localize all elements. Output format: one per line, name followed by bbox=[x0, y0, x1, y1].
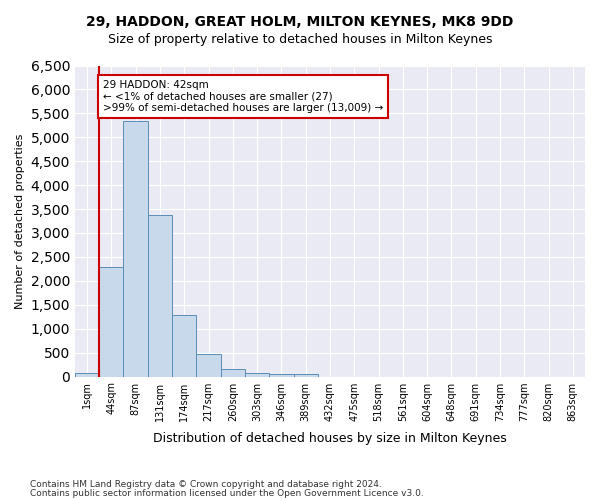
Bar bbox=[245, 372, 269, 376]
Bar bbox=[99, 268, 124, 376]
Bar bbox=[148, 216, 172, 376]
Bar bbox=[293, 374, 318, 376]
Bar bbox=[75, 373, 99, 376]
Bar bbox=[172, 315, 196, 376]
X-axis label: Distribution of detached houses by size in Milton Keynes: Distribution of detached houses by size … bbox=[153, 432, 507, 445]
Text: 29 HADDON: 42sqm
← <1% of detached houses are smaller (27)
>99% of semi-detached: 29 HADDON: 42sqm ← <1% of detached house… bbox=[103, 80, 383, 113]
Text: Contains HM Land Registry data © Crown copyright and database right 2024.: Contains HM Land Registry data © Crown c… bbox=[30, 480, 382, 489]
Bar bbox=[221, 368, 245, 376]
Text: Contains public sector information licensed under the Open Government Licence v3: Contains public sector information licen… bbox=[30, 488, 424, 498]
Bar bbox=[196, 354, 221, 376]
Text: 29, HADDON, GREAT HOLM, MILTON KEYNES, MK8 9DD: 29, HADDON, GREAT HOLM, MILTON KEYNES, M… bbox=[86, 15, 514, 29]
Text: Size of property relative to detached houses in Milton Keynes: Size of property relative to detached ho… bbox=[108, 32, 492, 46]
Y-axis label: Number of detached properties: Number of detached properties bbox=[15, 134, 25, 308]
Bar bbox=[124, 120, 148, 376]
Bar bbox=[269, 374, 293, 376]
